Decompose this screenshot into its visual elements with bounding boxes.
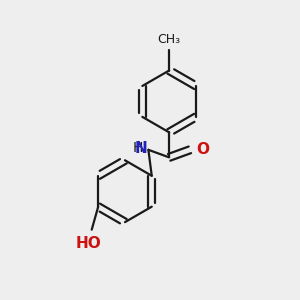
Text: HO: HO <box>76 236 102 251</box>
Text: CH₃: CH₃ <box>158 33 181 46</box>
Text: O: O <box>196 142 209 157</box>
Text: H: H <box>133 141 143 155</box>
Text: N: N <box>134 141 147 156</box>
